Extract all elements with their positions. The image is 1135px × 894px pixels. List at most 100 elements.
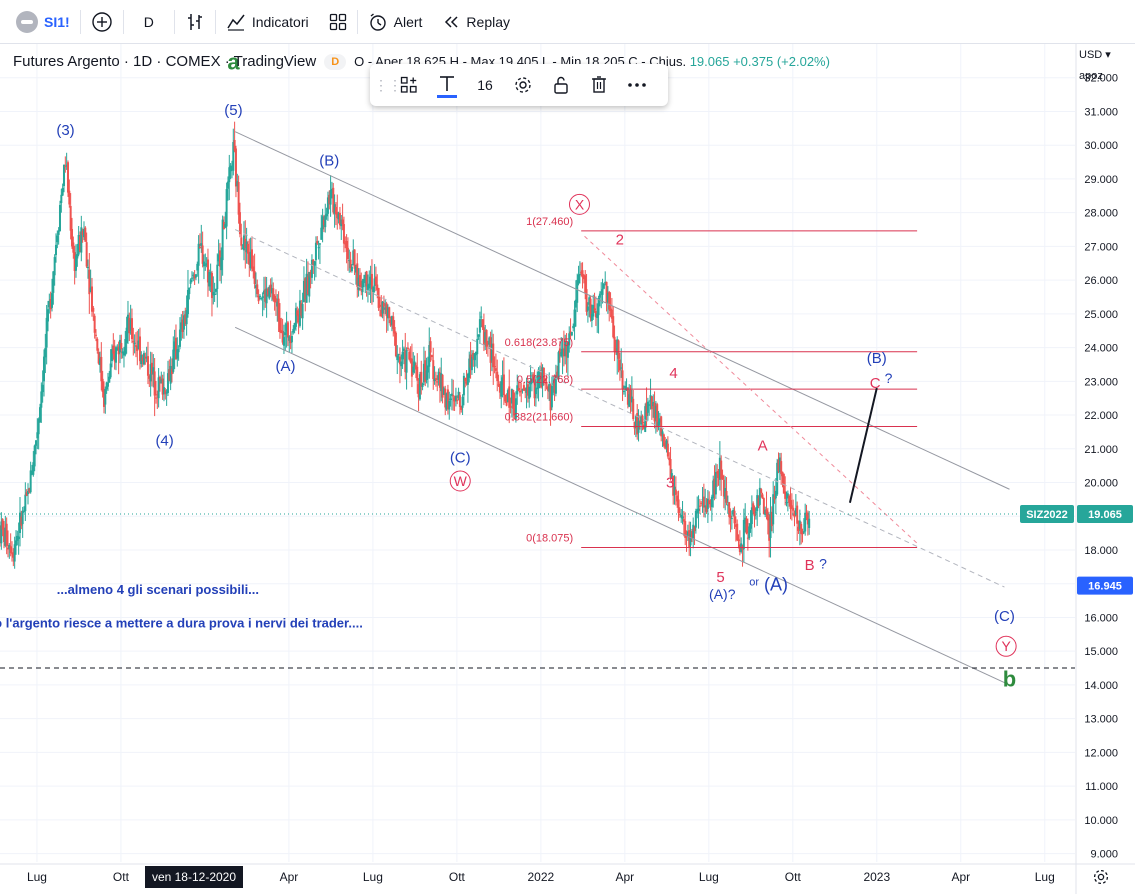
candle-body (654, 406, 657, 419)
candle-body (638, 420, 641, 422)
candle-body (4, 527, 7, 546)
candle-body (713, 478, 716, 495)
candle-body (604, 281, 607, 284)
candle-body (396, 355, 399, 361)
price-chart[interactable]: 9.000 10.000 11.000 12.000 13.000 14.000 15.00… (0, 44, 1135, 894)
candle-body (142, 353, 145, 365)
candle-body (177, 349, 180, 353)
candle-body (209, 272, 212, 276)
compare-button[interactable] (81, 0, 123, 44)
templates-button[interactable] (390, 68, 428, 102)
candle-body (288, 336, 291, 341)
candle-body (609, 308, 612, 311)
x-tick-label: 2023 (863, 870, 890, 884)
candle-body (525, 387, 528, 393)
candle-body (546, 386, 549, 391)
interval-button[interactable]: D (124, 0, 174, 44)
candle-body (110, 349, 113, 362)
candle-body (582, 274, 585, 280)
candle-body (60, 194, 63, 203)
candle-body (456, 399, 459, 401)
candle-body (558, 348, 561, 354)
indicators-button[interactable]: Indicatori (216, 0, 319, 44)
candle-body (618, 359, 621, 371)
candle-body (109, 363, 112, 378)
candle-body (264, 289, 267, 302)
candle-body (202, 261, 205, 267)
candle-body (526, 384, 529, 396)
candle-body (402, 348, 405, 351)
candle-body (345, 241, 348, 252)
y-tick-label: 30.000 (1084, 140, 1118, 152)
y-tick-label: 21.000 (1084, 444, 1118, 456)
candle-body (225, 189, 228, 227)
candle-body (542, 367, 545, 383)
lock-button[interactable] (542, 68, 580, 102)
candle-body (469, 354, 472, 368)
candle-body (120, 343, 123, 350)
candle-body (448, 400, 451, 410)
candle-body (682, 519, 685, 522)
candle-body (348, 260, 351, 262)
candle-body (806, 512, 809, 525)
candle-body (340, 219, 343, 227)
y-tick-label: 29.000 (1084, 174, 1118, 186)
x-tick-label: Ott (449, 870, 466, 884)
candle-body (664, 442, 667, 449)
font-size-button[interactable]: 16 (466, 68, 504, 102)
candle-body (529, 380, 532, 385)
candle-body (373, 278, 376, 286)
candle-body (217, 254, 220, 262)
wave-label: (4) (155, 432, 173, 449)
currency-selector[interactable]: USD ▾ (1079, 48, 1111, 61)
candle-body (780, 461, 783, 475)
candle-body (368, 283, 371, 289)
candle-body (46, 309, 49, 322)
candle-body (672, 476, 675, 496)
candle-body (405, 350, 408, 373)
candle-body (274, 298, 277, 303)
candle-body (289, 337, 292, 344)
delete-button[interactable] (580, 68, 618, 102)
candle-body (129, 319, 132, 331)
font-size-value: 16 (477, 77, 493, 93)
candle-body (685, 536, 688, 538)
candle-body (768, 517, 771, 541)
candle-body (466, 373, 469, 385)
candle-body (393, 326, 396, 334)
candle-body (176, 349, 179, 359)
candle-body (776, 462, 779, 495)
chart-settings-gear-icon[interactable] (1092, 868, 1110, 886)
replay-button[interactable]: Replay (432, 0, 520, 44)
candle-body (8, 545, 11, 550)
candle-body (589, 298, 592, 319)
data-badge[interactable]: D (324, 53, 347, 70)
candle-body (372, 286, 375, 292)
drag-handle-icon[interactable]: ⋮⋮ (374, 76, 402, 93)
alert-button[interactable]: Alert (358, 0, 433, 44)
candle-body (688, 530, 691, 548)
candle-body (293, 322, 296, 330)
layouts-button[interactable] (319, 0, 357, 44)
candle-body (714, 471, 717, 495)
candle-body (76, 254, 79, 259)
candle-body (146, 356, 149, 376)
candle-body (266, 288, 269, 295)
candle-body (581, 270, 584, 278)
candle-body (601, 289, 604, 295)
symbol-search[interactable]: SI1! (6, 0, 80, 44)
chart-type-button[interactable] (175, 0, 215, 44)
candle-body (122, 351, 125, 356)
autoscale-button[interactable]: apoz (1079, 70, 1103, 82)
candle-body (174, 337, 177, 360)
candle-body (136, 346, 139, 351)
more-button[interactable] (618, 68, 656, 102)
candle-body (229, 165, 232, 172)
candle-body (277, 298, 280, 322)
candle-body (32, 462, 35, 475)
candle-body (50, 293, 53, 308)
settings-button[interactable] (504, 68, 542, 102)
candle-body (718, 457, 721, 480)
text-color-button[interactable] (428, 68, 466, 102)
candle-body (166, 373, 169, 393)
